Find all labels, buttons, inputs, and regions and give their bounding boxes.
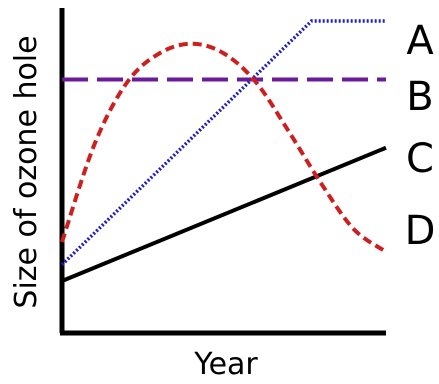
axes: [59, 8, 386, 336]
series-label-a: A: [406, 18, 434, 64]
x-axis-label: Year: [193, 347, 258, 382]
y-axis-label: Size of ozone hole: [9, 35, 44, 308]
series-line-a: [60, 19, 386, 267]
series-label-d: D: [405, 208, 436, 254]
series-label-c: C: [406, 136, 434, 182]
series-line-c: [61, 145, 387, 283]
series-lines: [60, 19, 388, 283]
series-label-b: B: [406, 74, 433, 120]
series-line-d: [60, 41, 388, 254]
